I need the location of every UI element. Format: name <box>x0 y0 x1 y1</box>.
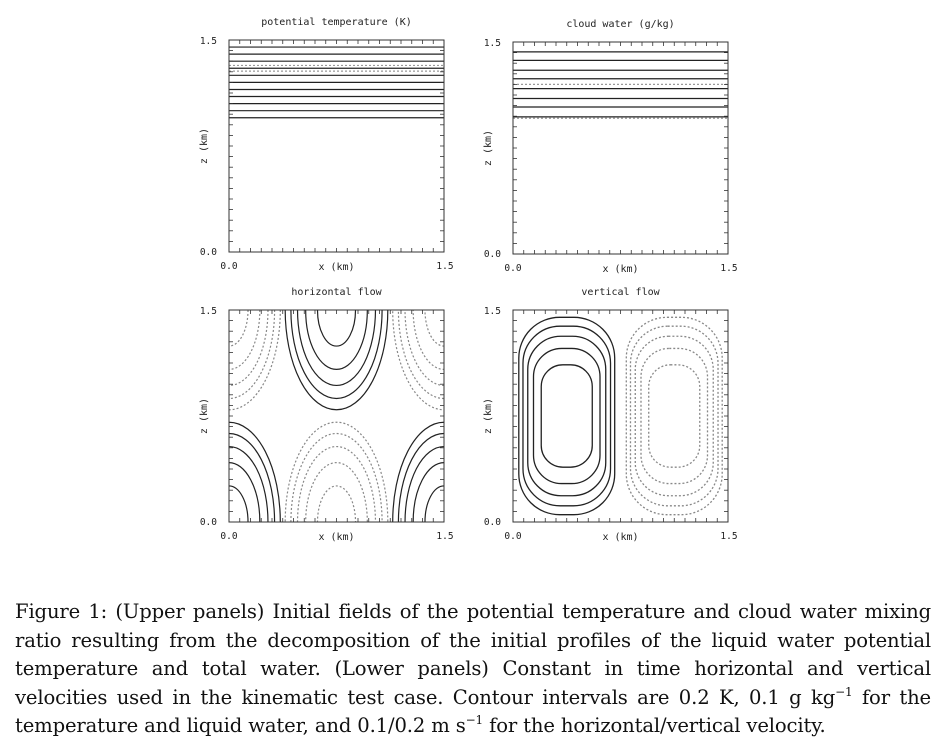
y-tick-label: 1.5 <box>484 306 501 317</box>
contour-line-dotted <box>290 432 383 522</box>
y-tick-label: 0.0 <box>484 517 501 528</box>
contour-line-dotted <box>648 364 701 468</box>
panel-title: horizontal flow <box>291 287 382 298</box>
contour-line-solid <box>532 347 601 485</box>
contour-line-dotted <box>629 325 719 507</box>
contour-line-solid <box>527 335 607 497</box>
contour-line-dotted <box>316 485 357 522</box>
contour-line-dotted <box>640 347 709 485</box>
panel-title: potential temperature (K) <box>261 17 412 28</box>
x-axis-label: x (km) <box>318 532 354 543</box>
panel-4: vertical flow 0.0 1.5 0.0 1.5 x (km) z (km) <box>483 287 738 543</box>
y-axis-label: z (km) <box>199 398 210 434</box>
figure-caption: Figure 1: (Upper panels) Initial fields … <box>15 598 931 741</box>
caption-text-3: for the horizontal/vertical velocity. <box>483 714 826 737</box>
x-tick-label: 0.0 <box>504 531 521 542</box>
y-tick-label: 1.5 <box>200 36 217 47</box>
caption-superscript-1: −1 <box>835 684 853 699</box>
contour-line-dotted <box>296 445 377 522</box>
x-tick-label: 1.5 <box>436 531 453 542</box>
panel-3: horizontal flow 0.0 1.5 0.0 1.5 x (km) z (km) <box>199 287 454 543</box>
contour-line-dotted <box>284 421 389 522</box>
contour-line-solid <box>518 316 616 516</box>
y-axis-label: z (km) <box>483 398 494 434</box>
x-tick-label: 0.0 <box>504 263 521 274</box>
panel-frame <box>512 41 729 255</box>
contour-line-solid <box>522 325 612 507</box>
contour-line-solid <box>540 364 593 468</box>
y-tick-label: 1.5 <box>484 38 501 49</box>
y-tick-label: 1.5 <box>200 306 217 317</box>
x-tick-label: 1.5 <box>436 261 453 272</box>
x-tick-label: 1.5 <box>720 263 737 274</box>
contour-line-solid <box>316 310 357 347</box>
x-tick-label: 0.0 <box>220 261 237 272</box>
panel-frame <box>228 39 445 253</box>
panel-frame <box>512 309 729 523</box>
contour-group <box>513 51 728 119</box>
contour-line-solid <box>290 310 383 400</box>
panel-1: potential temperature (K) 0.0 1.5 0.0 1.5 x (… <box>199 17 454 273</box>
y-tick-label: 0.0 <box>484 249 501 260</box>
panel-title: vertical flow <box>581 287 660 298</box>
x-axis-label: x (km) <box>318 262 354 273</box>
x-tick-label: 1.5 <box>720 531 737 542</box>
x-axis-label: x (km) <box>602 532 638 543</box>
contour-line-dotted <box>305 462 368 522</box>
contour-line-dotted <box>634 335 714 497</box>
caption-text-1: Figure 1: (Upper panels) Initial fields … <box>15 600 931 709</box>
panel-title: cloud water (g/kg) <box>566 19 674 30</box>
contour-group <box>518 316 723 516</box>
x-axis-label: x (km) <box>602 264 638 275</box>
contour-group <box>229 46 444 119</box>
y-tick-label: 0.0 <box>200 517 217 528</box>
x-tick-label: 0.0 <box>220 531 237 542</box>
contour-line-dotted <box>625 316 723 516</box>
contour-line-solid <box>305 310 368 370</box>
y-axis-label: z (km) <box>199 128 210 164</box>
panel-frame <box>228 309 445 523</box>
y-axis-label: z (km) <box>483 130 494 166</box>
panel-2: cloud water (g/kg) 0.0 1.5 0.0 1.5 x (km) z (k… <box>483 19 738 275</box>
figure: potential temperature (K) 0.0 1.5 0.0 1.5 x (… <box>199 17 738 543</box>
caption-superscript-2: −1 <box>465 713 484 727</box>
caption-text-2: for the temperature and liquid water, an… <box>15 685 932 738</box>
y-tick-label: 0.0 <box>200 247 217 258</box>
